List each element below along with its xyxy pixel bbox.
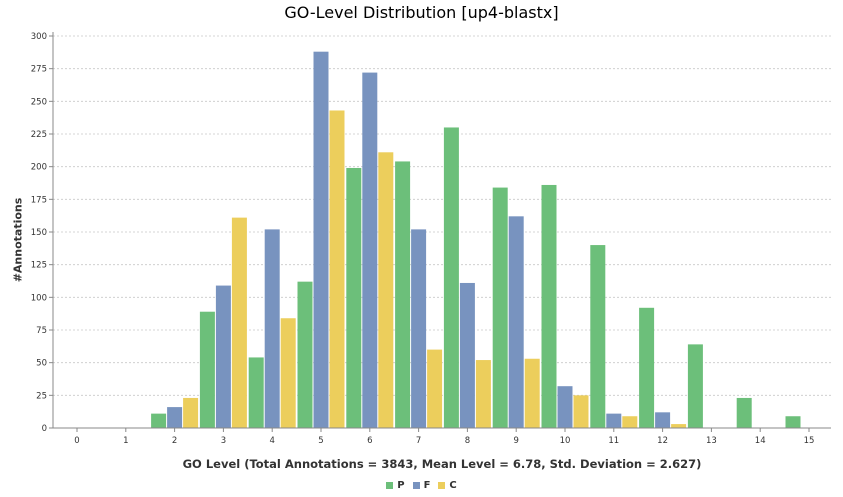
bar-p <box>199 311 215 428</box>
x-tick-label: 1 <box>123 436 128 446</box>
legend-label: F <box>423 480 431 491</box>
bar-p <box>736 397 752 428</box>
bar-p <box>151 413 167 428</box>
y-tick-label: 300 <box>31 32 47 42</box>
y-tick-label: 75 <box>36 326 47 336</box>
y-tick-label: 125 <box>31 261 47 271</box>
bar-f <box>313 51 329 429</box>
bar-c <box>329 110 345 428</box>
y-tick-label: 150 <box>31 228 47 238</box>
bar-c <box>475 360 491 428</box>
bar-c <box>280 318 296 428</box>
x-tick-label: 12 <box>657 436 668 446</box>
bar-c <box>622 416 638 428</box>
x-tick-label: 6 <box>367 436 372 446</box>
bar-p <box>346 167 362 428</box>
legend-swatch <box>386 482 394 489</box>
y-tick-label: 25 <box>36 391 47 401</box>
bar-p <box>492 187 508 428</box>
y-tick-label: 50 <box>36 359 47 369</box>
bar-f <box>411 229 427 428</box>
y-axis-label: #Annotations <box>11 197 25 283</box>
y-tick-label: 225 <box>31 130 47 140</box>
bar-f <box>508 216 524 428</box>
bar-f <box>459 282 475 428</box>
legend-swatch <box>438 482 446 489</box>
y-tick-label: 250 <box>31 97 47 107</box>
x-tick-label: 3 <box>221 436 226 446</box>
bar-p <box>639 307 655 428</box>
x-tick-label: 13 <box>706 436 717 446</box>
bar-p <box>590 245 606 428</box>
bar-f <box>655 412 671 428</box>
bar-p <box>541 184 557 428</box>
x-axis-label: GO Level (Total Annotations = 3843, Mean… <box>182 457 702 471</box>
bar-c <box>231 217 247 428</box>
y-tick-label: 100 <box>31 293 47 303</box>
bar-p <box>395 161 411 428</box>
legend-item-c: C <box>438 480 457 491</box>
y-tick-label: 200 <box>31 163 47 173</box>
bar-p <box>297 281 313 428</box>
bar-c <box>524 358 540 428</box>
bar-f <box>606 413 622 428</box>
bar-c <box>378 152 394 428</box>
bar-f <box>362 72 378 428</box>
bar-c <box>573 395 589 428</box>
y-tick-label: 175 <box>31 195 47 205</box>
x-tick-label: 9 <box>513 436 518 446</box>
bar-c <box>671 424 687 428</box>
legend-item-f: F <box>412 480 431 491</box>
x-tick-label: 2 <box>172 436 177 446</box>
legend-swatch <box>412 482 420 489</box>
bar-c <box>427 349 443 428</box>
y-tick-label: 275 <box>31 65 47 75</box>
bar-f <box>557 386 573 428</box>
bar-f <box>264 229 280 428</box>
y-tick-label: 0 <box>42 424 47 434</box>
legend-label: P <box>397 480 405 491</box>
x-tick-label: 4 <box>269 436 274 446</box>
legend-item-p: P <box>386 480 405 491</box>
bar-p <box>443 127 459 428</box>
chart-title: GO-Level Distribution [up4-blastx] <box>284 3 559 22</box>
bar-p <box>248 357 264 428</box>
x-tick-label: 10 <box>560 436 571 446</box>
bar-p <box>687 344 703 428</box>
bar-c <box>183 397 199 428</box>
x-tick-label: 8 <box>465 436 470 446</box>
legend-label: C <box>449 480 457 491</box>
x-tick-label: 14 <box>755 436 766 446</box>
x-tick-label: 11 <box>608 436 619 446</box>
x-tick-label: 7 <box>416 436 421 446</box>
x-tick-label: 15 <box>804 436 815 446</box>
bar-f <box>167 407 183 428</box>
x-tick-label: 5 <box>318 436 323 446</box>
x-tick-label: 0 <box>74 436 79 446</box>
y-axis-label-container: #Annotations <box>11 198 25 283</box>
bar-p <box>785 416 801 428</box>
bar-f <box>215 285 231 428</box>
